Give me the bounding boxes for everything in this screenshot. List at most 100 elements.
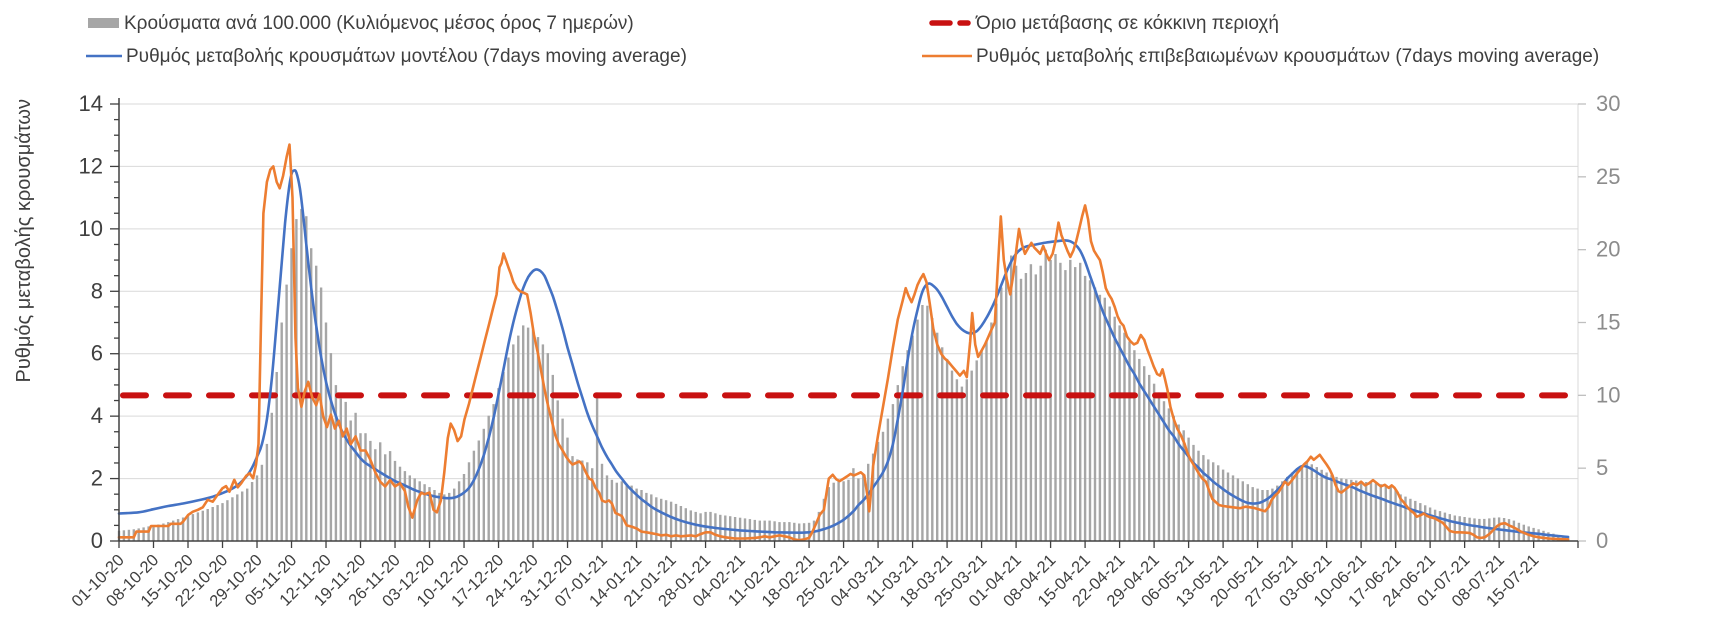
bar (497, 388, 500, 541)
bar (428, 487, 431, 541)
bar (1414, 500, 1417, 541)
legend-label-threshold: Όριο μετάβασης σε κόκκινη περιοχή (976, 13, 1279, 34)
bar (1187, 437, 1190, 541)
bar (536, 337, 540, 541)
bar (1138, 358, 1141, 541)
bar (896, 385, 899, 541)
bar (1359, 481, 1363, 541)
bar (1182, 430, 1185, 541)
legend-label-cases-bars: Κρούσματα ανά 100.000 (Κυλιόμενος μέσος … (124, 13, 634, 34)
bar (1305, 462, 1309, 541)
bar (522, 325, 525, 541)
bar (1014, 265, 1018, 541)
y-tick-label-right: 20 (1596, 237, 1620, 262)
bar (1369, 482, 1373, 541)
bar (1488, 518, 1491, 541)
bar (502, 372, 505, 541)
bar (329, 353, 333, 541)
bar (551, 374, 554, 541)
bar (1394, 490, 1397, 541)
bar (1473, 518, 1476, 541)
bar (1172, 415, 1175, 541)
bar (1350, 479, 1353, 541)
bar (374, 449, 377, 541)
bar (438, 492, 441, 541)
bar (901, 366, 904, 541)
bar (1340, 478, 1343, 541)
bar (1433, 509, 1437, 541)
bar (832, 482, 835, 541)
bar (817, 511, 821, 541)
bar (1438, 511, 1442, 541)
bar (162, 523, 165, 541)
gridlines (119, 103, 1579, 541)
bar (344, 401, 347, 541)
bar (556, 400, 559, 541)
bar (477, 440, 480, 541)
bar (398, 466, 402, 541)
bar (250, 482, 254, 541)
bar (645, 492, 648, 541)
bar (1448, 514, 1451, 541)
bar (1197, 450, 1200, 541)
bar (1251, 487, 1254, 541)
bar (418, 481, 421, 541)
bar (384, 454, 387, 541)
bar (1355, 480, 1358, 541)
bar (1463, 517, 1466, 541)
legend-item-confirmed-rate: Ρυθμός μεταβολής επιβεβαιωμένων κρουσμάτ… (922, 46, 1599, 68)
y-tick-label-right: 5 (1596, 455, 1608, 480)
y-tick-label-left: 10 (79, 216, 103, 241)
bar (290, 248, 293, 541)
bar (1049, 259, 1052, 541)
bar (1177, 424, 1180, 541)
bar (1374, 483, 1378, 541)
line-swatch-icon (922, 46, 972, 68)
bar (600, 463, 604, 541)
bar (388, 451, 392, 541)
bar (201, 510, 204, 541)
bar (669, 501, 673, 541)
bar (921, 305, 924, 541)
bar (265, 443, 269, 541)
bar (679, 506, 683, 541)
bar (270, 412, 273, 541)
bar (689, 510, 692, 541)
bar (1103, 297, 1106, 541)
legend-label-confirmed-rate: Ρυθμός μεταβολής επιβεβαιωμένων κρουσμάτ… (976, 46, 1600, 67)
bar (517, 335, 520, 541)
bar (172, 520, 175, 541)
bar (1300, 465, 1304, 541)
y-tick-label-right: 0 (1596, 528, 1608, 553)
bar (453, 488, 456, 541)
bar (1000, 287, 1003, 541)
bar (1266, 490, 1269, 541)
bar (1108, 306, 1111, 541)
bar (1029, 264, 1033, 541)
bar (1074, 267, 1077, 541)
bar (620, 481, 623, 541)
bar (591, 468, 594, 541)
bar (660, 498, 663, 541)
bar (275, 372, 278, 541)
bar (635, 488, 638, 541)
bar (664, 500, 668, 541)
x-axis: 01-10-2008-10-2015-10-2022-10-2029-10-20… (68, 540, 1579, 611)
bar (226, 500, 229, 541)
y-tick-label-left: 4 (91, 403, 103, 428)
bar (216, 505, 219, 541)
bar (1093, 287, 1097, 541)
bar (305, 216, 308, 541)
bar (615, 482, 618, 541)
bar (1083, 275, 1087, 541)
y-axis-left: 0 2 4 6 8 10 12 14 Ρυθμός μεταβολής κρουσμάτων (13, 91, 120, 553)
bar (492, 404, 495, 541)
legend-label-model-rate: Ρυθμός μεταβολής κρουσμάτων μοντέλου (7d… (126, 46, 687, 67)
bar (472, 450, 476, 541)
bar (1034, 274, 1037, 541)
bar (941, 347, 944, 541)
bar (1148, 374, 1151, 541)
y-tick-label-left: 6 (91, 341, 103, 366)
